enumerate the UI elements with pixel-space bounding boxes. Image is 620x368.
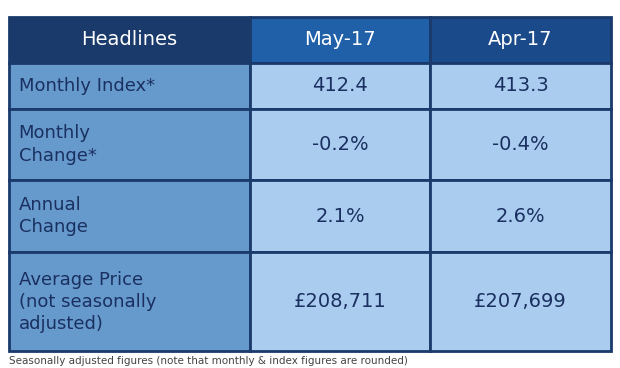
Text: 412.4: 412.4 <box>312 76 368 95</box>
Text: -0.2%: -0.2% <box>312 135 368 154</box>
Text: Annual
Change: Annual Change <box>19 196 87 236</box>
Text: Monthly
Change*: Monthly Change* <box>19 124 97 164</box>
Text: 2.6%: 2.6% <box>495 207 546 226</box>
Text: Apr-17: Apr-17 <box>488 30 553 49</box>
Bar <box>430 180 611 252</box>
Bar <box>430 109 611 180</box>
Text: £208,711: £208,711 <box>294 292 386 311</box>
Text: -0.4%: -0.4% <box>492 135 549 154</box>
Bar <box>9 109 250 180</box>
Text: £207,699: £207,699 <box>474 292 567 311</box>
Text: May-17: May-17 <box>304 30 376 49</box>
Bar <box>9 180 250 252</box>
Bar <box>430 17 611 63</box>
Bar <box>250 180 430 252</box>
Bar <box>9 17 250 63</box>
Bar <box>250 63 430 109</box>
Bar <box>430 252 611 351</box>
Text: Average Price
(not seasonally
adjusted): Average Price (not seasonally adjusted) <box>19 270 156 333</box>
Bar <box>9 252 250 351</box>
Text: Headlines: Headlines <box>81 30 178 49</box>
Bar <box>9 63 250 109</box>
Bar <box>430 63 611 109</box>
Bar <box>250 252 430 351</box>
Text: 413.3: 413.3 <box>493 76 548 95</box>
Text: Monthly Index*: Monthly Index* <box>19 77 155 95</box>
Bar <box>250 109 430 180</box>
Bar <box>250 17 430 63</box>
Text: Seasonally adjusted figures (note that monthly & index figures are rounded): Seasonally adjusted figures (note that m… <box>9 356 408 366</box>
Text: 2.1%: 2.1% <box>315 207 365 226</box>
